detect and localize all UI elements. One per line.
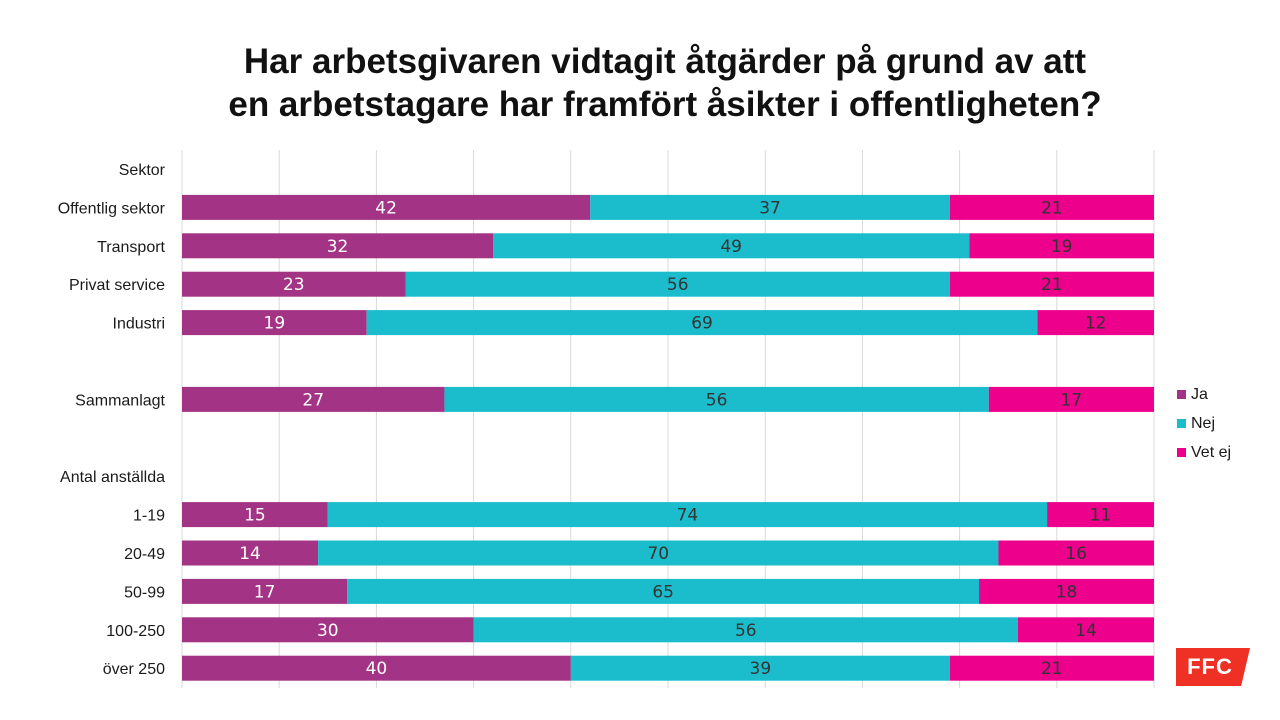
data-label-100-250-nej: 56 xyxy=(735,621,757,641)
category-label-över-250: över 250 xyxy=(103,661,165,678)
bar-över-250-nej xyxy=(570,655,950,681)
category-label-antal-anställda: Antal anställda xyxy=(60,469,165,486)
data-label-50-99-nej: 65 xyxy=(652,582,674,602)
data-label-över-250-vet-ej: 21 xyxy=(1041,659,1063,679)
category-label-privat-service: Privat service xyxy=(69,277,165,294)
bar-100-250-nej xyxy=(473,617,1018,643)
bar-100-250-ja xyxy=(182,617,474,643)
bar-100-250-vet-ej xyxy=(1017,617,1154,643)
bar-över-250-vet-ej xyxy=(949,655,1154,681)
bar-offentlig-sektor-ja xyxy=(182,194,591,220)
bar-sammanlagt-nej xyxy=(444,386,989,412)
legend-swatch-vet-ej xyxy=(1177,448,1186,457)
ffc-logo: FFC xyxy=(1176,648,1250,686)
bar-industri-ja xyxy=(182,310,367,336)
data-label-transport-vet-ej: 19 xyxy=(1051,237,1073,257)
bar-20-49-ja xyxy=(182,540,319,566)
data-label-industri-ja: 19 xyxy=(264,314,286,334)
legend: Ja Nej Vet ej xyxy=(1177,380,1231,467)
bar-privat-service-nej xyxy=(405,271,950,297)
data-label-sammanlagt-ja: 27 xyxy=(302,390,324,410)
category-label-20-49: 20-49 xyxy=(124,546,165,563)
data-label-offentlig-sektor-vet-ej: 21 xyxy=(1041,198,1063,218)
bar-offentlig-sektor-nej xyxy=(590,194,950,220)
data-label-100-250-ja: 30 xyxy=(317,621,339,641)
data-label-50-99-vet-ej: 18 xyxy=(1056,582,1078,602)
data-label-20-49-ja: 14 xyxy=(239,544,261,564)
legend-item-vet-ej: Vet ej xyxy=(1177,438,1231,467)
bar-privat-service-vet-ej xyxy=(949,271,1154,297)
category-label-50-99: 50-99 xyxy=(124,584,165,601)
data-label-50-99-ja: 17 xyxy=(254,582,276,602)
bar-sammanlagt-ja xyxy=(182,386,445,412)
legend-swatch-nej xyxy=(1177,419,1186,428)
data-label-1-19-ja: 15 xyxy=(244,506,266,526)
category-label-100-250: 100-250 xyxy=(106,623,165,640)
data-label-över-250-ja: 40 xyxy=(366,659,388,679)
bar-transport-ja xyxy=(182,233,494,259)
bar-offentlig-sektor-vet-ej xyxy=(949,194,1154,220)
chart-title-line-2: en arbetstagare har framfört åsikter i o… xyxy=(228,85,1102,124)
legend-swatch-ja xyxy=(1177,390,1186,399)
category-label-sektor: Sektor xyxy=(119,162,166,179)
bar-50-99-vet-ej xyxy=(979,578,1154,604)
data-label-offentlig-sektor-ja: 42 xyxy=(375,198,397,218)
bar-1-19-vet-ej xyxy=(1047,502,1154,528)
legend-label-nej: Nej xyxy=(1191,414,1216,432)
bar-industri-nej xyxy=(366,310,1038,336)
bar-transport-vet-ej xyxy=(969,233,1154,259)
data-label-sammanlagt-vet-ej: 17 xyxy=(1061,390,1083,410)
chart-title-line-1: Har arbetsgivaren vidtagit åtgärder på g… xyxy=(243,42,1087,81)
data-label-1-19-nej: 74 xyxy=(677,506,699,526)
bar-50-99-nej xyxy=(347,578,980,604)
legend-label-vet-ej: Vet ej xyxy=(1191,443,1232,461)
data-label-privat-service-vet-ej: 21 xyxy=(1041,275,1063,295)
bar-1-19-nej xyxy=(327,502,1048,528)
data-label-privat-service-ja: 23 xyxy=(283,275,305,295)
bar-20-49-vet-ej xyxy=(998,540,1154,566)
data-label-över-250-nej: 39 xyxy=(750,659,772,679)
chart-title: Har arbetsgivaren vidtagit åtgärder på g… xyxy=(0,40,1280,126)
legend-label-ja: Ja xyxy=(1191,385,1208,403)
category-label-sammanlagt: Sammanlagt xyxy=(75,392,165,409)
data-label-20-49-vet-ej: 16 xyxy=(1065,544,1087,564)
data-label-100-250-vet-ej: 14 xyxy=(1075,621,1097,641)
bar-1-19-ja xyxy=(182,502,328,528)
category-label-offentlig-sektor: Offentlig sektor xyxy=(58,200,166,217)
data-label-offentlig-sektor-nej: 37 xyxy=(759,198,781,218)
data-label-industri-nej: 69 xyxy=(691,314,713,334)
legend-item-nej: Nej xyxy=(1177,409,1231,438)
data-label-20-49-nej: 70 xyxy=(647,544,669,564)
bar-industri-vet-ej xyxy=(1037,310,1154,336)
data-label-1-19-vet-ej: 11 xyxy=(1090,506,1112,526)
data-label-sammanlagt-nej: 56 xyxy=(706,390,728,410)
legend-item-ja: Ja xyxy=(1177,380,1231,409)
data-label-transport-ja: 32 xyxy=(327,237,349,257)
bar-över-250-ja xyxy=(182,655,571,681)
bar-50-99-ja xyxy=(182,578,348,604)
data-label-industri-vet-ej: 12 xyxy=(1085,314,1107,334)
bar-20-49-nej xyxy=(318,540,999,566)
bar-privat-service-ja xyxy=(182,271,406,297)
category-label-1-19: 1-19 xyxy=(133,508,165,525)
bar-sammanlagt-vet-ej xyxy=(988,386,1154,412)
category-label-industri: Industri xyxy=(113,316,165,333)
category-label-transport: Transport xyxy=(97,239,165,256)
data-label-transport-nej: 49 xyxy=(720,237,742,257)
data-label-privat-service-nej: 56 xyxy=(667,275,689,295)
bar-transport-nej xyxy=(493,233,970,259)
